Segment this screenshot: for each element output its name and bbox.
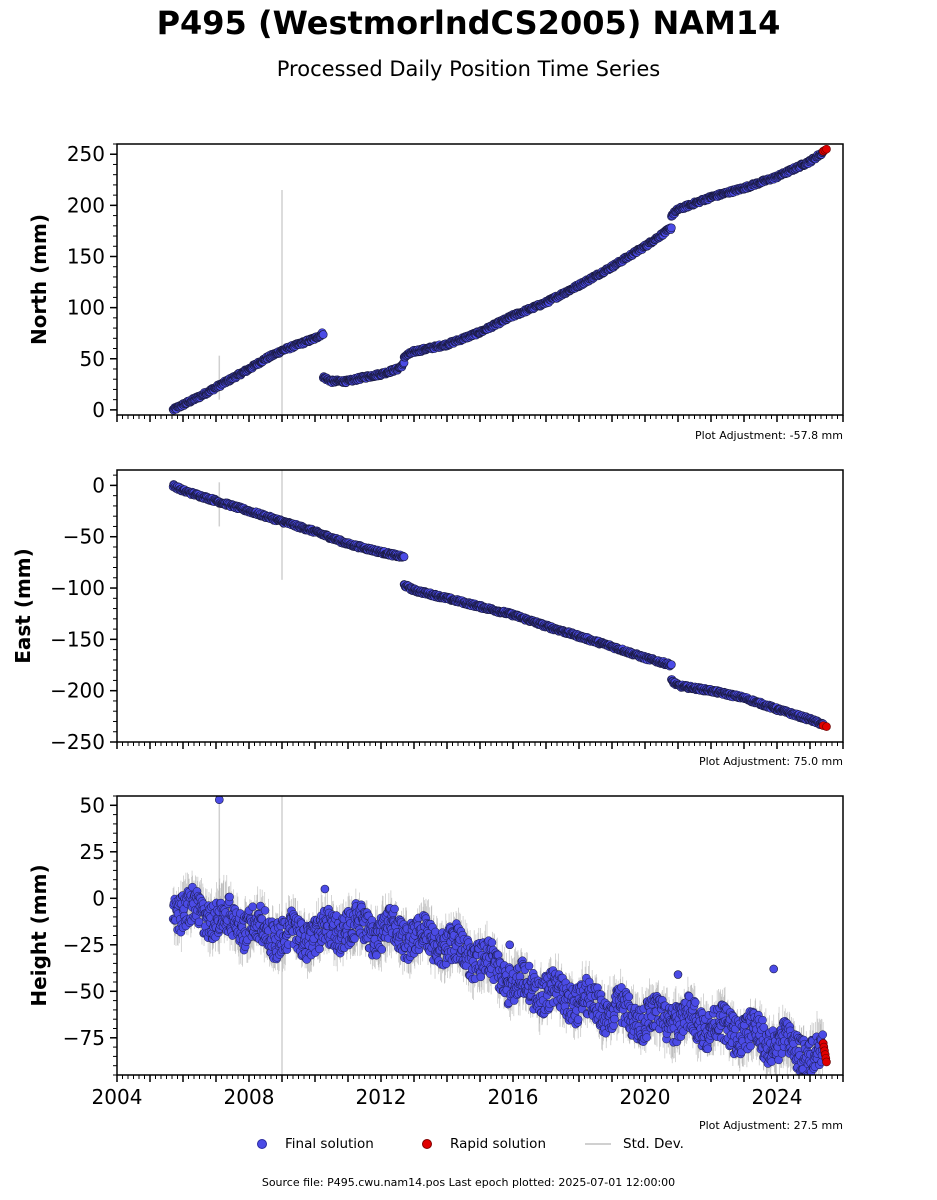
plot-area-1 xyxy=(168,470,831,731)
page-title: P495 (WestmorlndCS2005) NAM14 xyxy=(156,4,781,42)
final-solution-point xyxy=(372,951,381,960)
final-solution-point xyxy=(315,944,324,954)
final-solution-point xyxy=(377,945,387,954)
final-solution-point xyxy=(225,892,234,902)
y-tick-label: 200 xyxy=(67,193,105,217)
final-solution-point xyxy=(390,904,399,914)
plot-area-0 xyxy=(168,144,831,415)
rapid-solution-point xyxy=(822,722,831,731)
y-tick-label: 250 xyxy=(67,142,105,166)
y-tick-label: −150 xyxy=(50,627,105,651)
plot-frame xyxy=(116,143,844,416)
y-tick-label: 0 xyxy=(92,398,105,422)
y-tick-label: 100 xyxy=(67,296,105,320)
y-axis-label: North (mm) xyxy=(27,214,51,345)
final-solution-point xyxy=(350,934,359,943)
y-tick-label: 0 xyxy=(92,473,105,497)
final-solution-point xyxy=(318,330,328,339)
final-solution-point xyxy=(194,917,204,927)
y-tick-label: −50 xyxy=(63,525,105,549)
final-solution-point xyxy=(399,552,409,562)
plot-area-2 xyxy=(168,796,831,1075)
rapid-solution-point xyxy=(822,144,831,154)
final-solution-point xyxy=(248,902,257,911)
final-solution-point xyxy=(667,223,676,233)
y-tick-label: 150 xyxy=(67,244,105,268)
final-solution-point xyxy=(257,914,267,924)
final-solution-point xyxy=(667,660,676,669)
panel-0: 0 50 100 150 200 250 North (mm) xyxy=(27,142,844,422)
y-tick-label: −200 xyxy=(50,679,105,703)
y-tick-label: 50 xyxy=(80,347,105,371)
y-axis-label: East (mm) xyxy=(11,548,35,664)
final-solution-point xyxy=(260,906,270,915)
y-tick-label: −250 xyxy=(50,730,105,754)
page-subtitle: Processed Daily Position Time Series xyxy=(276,57,661,81)
y-tick-label: −100 xyxy=(50,576,105,600)
panel-1: 0 −50 −100 −150 −200 −250 East (mm) xyxy=(11,469,844,754)
